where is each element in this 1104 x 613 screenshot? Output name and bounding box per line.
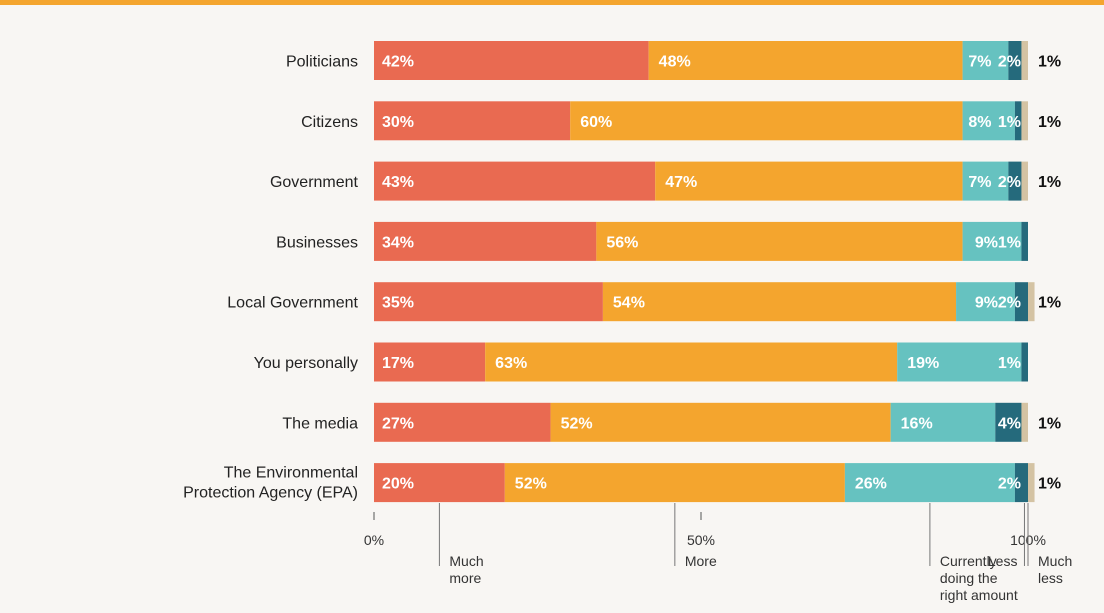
bar-value-label: 1% [998,234,1021,251]
category-label: You personally [254,355,358,372]
bar-segment [1021,101,1028,141]
bar-value-label: 9% [975,234,998,251]
legend-item: Less [988,553,1018,569]
bar-segment [602,282,957,322]
bar-segment [1028,282,1035,322]
bar-segment [1021,221,1028,261]
bar-segment [485,342,898,382]
bar-value-label: 1% [1038,114,1061,131]
legend-item: Much less [1038,553,1072,586]
bar-segment [596,221,963,261]
bar-segment [1008,161,1022,201]
bar-segment [374,41,649,80]
bar-value-label: 47% [665,174,697,191]
category-label: Government [270,174,359,191]
bar-segment [648,41,963,80]
bar-value-label: 63% [495,355,527,372]
bar-segment [1028,463,1035,503]
bar-value-label: 2% [998,174,1021,191]
bar-segment [1014,101,1022,141]
bar-segment [374,402,551,442]
bar-segment [1021,402,1028,442]
bar-value-label: 48% [659,54,691,71]
bar-segment [374,101,571,141]
bar-segment [995,402,1022,442]
bar-segment [374,161,656,201]
legend-item: More [685,553,717,569]
legend-item: Much more [449,553,483,586]
category-label: Citizens [301,114,358,131]
bar-value-label: 19% [907,355,939,372]
category-label: Politicians [286,54,358,71]
bar-segment [890,402,996,442]
bar-segment [374,342,486,382]
bar-segment [962,41,1009,80]
legend-item: Currently doing the right amount [940,553,1018,603]
bar-value-label: 43% [382,174,414,191]
bar-value-label: 9% [975,295,998,312]
bar-segment [570,101,963,141]
bar-value-label: 1% [1038,295,1061,312]
bar-segment [374,282,603,322]
bar-segment [504,463,845,503]
bar-value-label: 1% [998,114,1021,131]
bar-segment [1021,161,1028,201]
bar-value-label: 2% [998,295,1021,312]
bar-value-label: 2% [998,476,1021,493]
bar-value-label: 1% [1038,54,1061,71]
bar-value-label: 1% [1038,415,1061,432]
x-tick-label: 0% [364,532,384,548]
bar-segment [374,463,505,503]
category-label: The Environmental Protection Agency (EPA) [183,465,358,502]
bar-value-label: 4% [998,415,1021,432]
bar-value-label: 27% [382,415,414,432]
bar-value-label: 52% [561,415,593,432]
bar-segment [962,101,1015,141]
bar-segment [956,282,1015,322]
category-label: Local Government [227,295,358,312]
bar-value-label: 1% [998,355,1021,372]
bar-value-label: 1% [1038,476,1061,493]
bar-value-label: 35% [382,295,414,312]
bar-value-label: 56% [606,234,638,251]
top-accent-bar [0,0,1104,5]
bar-segment [1008,41,1022,80]
x-tick-label: 50% [687,532,715,548]
bar-segment [374,221,597,261]
category-label: Businesses [276,234,358,251]
bar-segment [550,402,891,442]
bar-segment [1014,463,1028,503]
bar-value-label: 2% [998,54,1021,71]
bar-segment [655,161,963,201]
bar-segment [844,463,1015,503]
bar-value-label: 20% [382,476,414,493]
bar-value-label: 54% [613,295,645,312]
bar-value-label: 1% [1038,174,1061,191]
bar-segment [1021,342,1028,382]
bar-value-label: 17% [382,355,414,372]
bar-segment [897,342,1022,382]
bar-value-label: 60% [580,114,612,131]
bar-value-label: 7% [968,54,991,71]
bar-value-label: 52% [515,476,547,493]
bar-segment [962,161,1009,201]
bar-value-label: 42% [382,54,414,71]
bar-value-label: 7% [968,174,991,191]
bar-segment [1021,41,1028,80]
category-label: The media [282,415,358,432]
bar-segment [962,221,1022,261]
bar-segment [1014,282,1028,322]
bar-value-label: 16% [901,415,933,432]
bar-value-label: 8% [968,114,991,131]
bar-value-label: 30% [382,114,414,131]
bar-value-label: 34% [382,234,414,251]
bar-value-label: 26% [855,476,887,493]
